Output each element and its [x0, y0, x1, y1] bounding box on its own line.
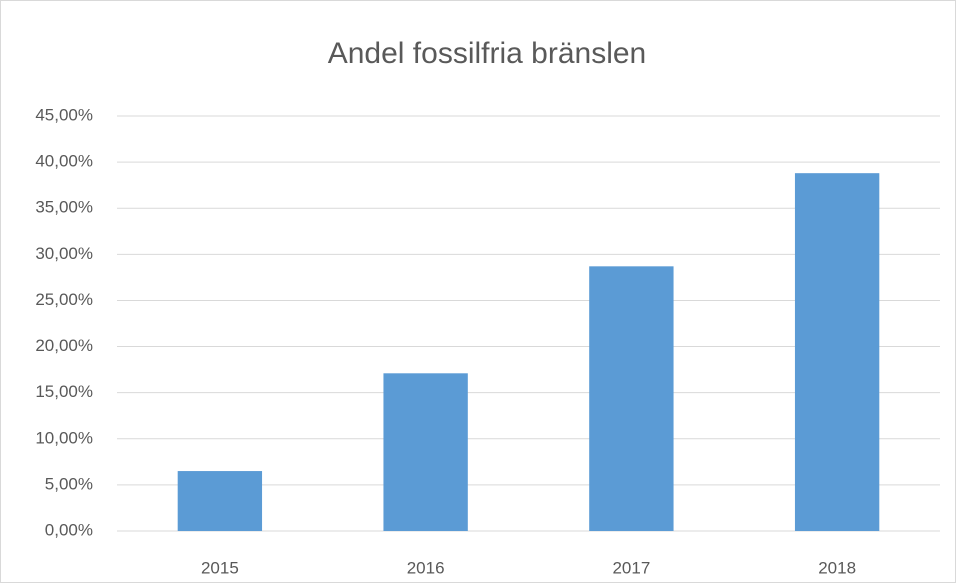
y-tick-label: 15,00%: [35, 382, 93, 401]
y-tick-label: 10,00%: [35, 428, 93, 447]
bar: [383, 373, 468, 531]
x-tick-label: 2015: [201, 558, 239, 577]
x-tick-label: 2017: [612, 558, 650, 577]
y-tick-label: 0,00%: [45, 520, 93, 539]
x-tick-label: 2016: [407, 558, 445, 577]
y-tick-label: 25,00%: [35, 290, 93, 309]
bar: [794, 173, 880, 531]
bar: [177, 471, 263, 531]
y-tick-label: 35,00%: [35, 198, 93, 217]
y-tick-label: 30,00%: [35, 244, 93, 263]
y-tick-label: 5,00%: [45, 474, 93, 493]
y-tick-label: 20,00%: [35, 336, 93, 355]
chart-title: Andel fossilfria bränslen: [328, 37, 647, 70]
y-tick-label: 45,00%: [35, 105, 93, 124]
x-tick-label: 2018: [818, 558, 856, 577]
y-tick-label: 40,00%: [35, 152, 93, 171]
bar: [589, 266, 674, 531]
